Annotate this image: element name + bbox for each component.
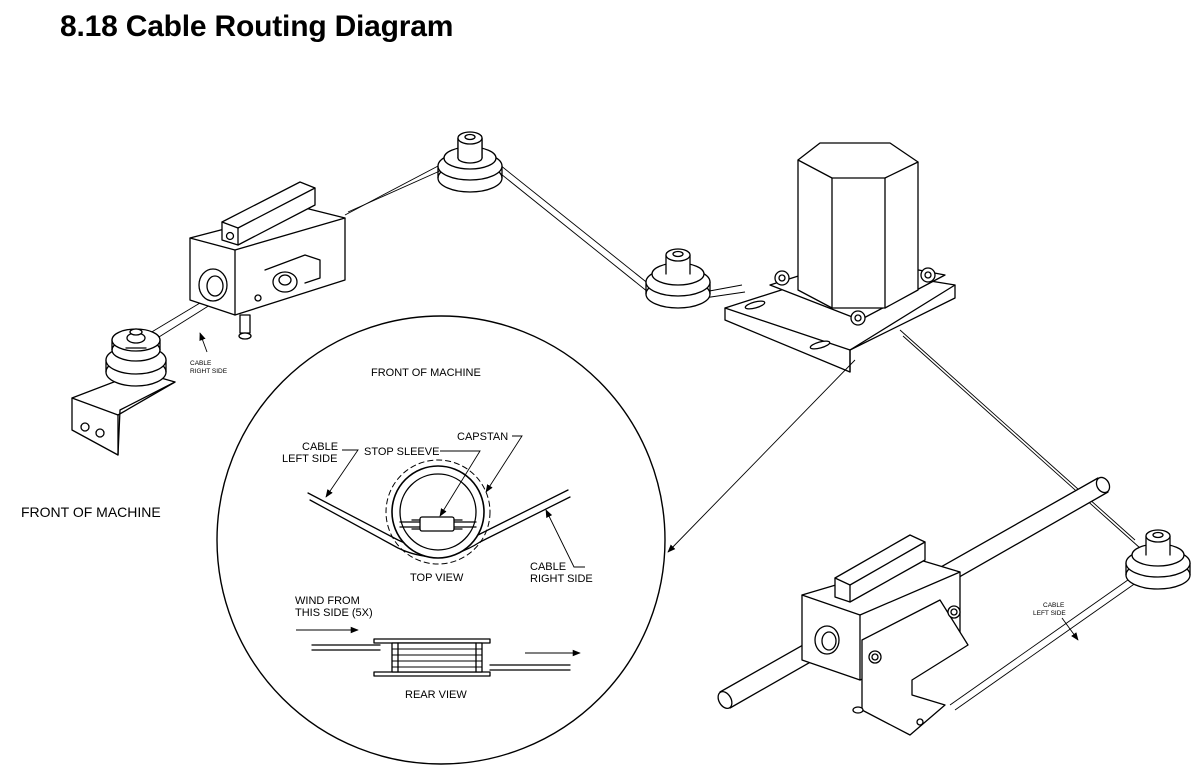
cable-label-line2: RIGHT SIDE [190, 368, 228, 375]
detail-wind-from-line1: WIND FROM [295, 595, 360, 607]
cable-label-line1: CABLE [190, 360, 212, 367]
right-pulley [1125, 529, 1191, 590]
cable-runs [129, 164, 1141, 711]
detail-front-of-machine: FRONT OF MACHINE [371, 367, 481, 379]
cable-label-line2: LEFT SIDE [1033, 610, 1066, 617]
detail-cable-right-line2: RIGHT SIDE [530, 573, 593, 585]
detail-cable-left-line1: CABLE [302, 441, 338, 453]
label-cable-right-side-left: CABLE RIGHT SIDE [190, 332, 228, 375]
motor-assembly [724, 142, 956, 373]
detail-leader-line [667, 359, 856, 553]
right-carriage-assembly [717, 476, 1111, 736]
front-of-machine-label: FRONT OF MACHINE [21, 504, 161, 520]
detail-capstan: CAPSTAN [457, 431, 508, 443]
detail-wind-from-line2: THIS SIDE (5X) [295, 607, 373, 619]
middle-pulley [645, 248, 711, 309]
left-carriage-assembly [189, 181, 346, 340]
left-pulley-bracket [71, 328, 176, 456]
top-pulley [437, 131, 503, 193]
page-title: 8.18 Cable Routing Diagram [60, 10, 454, 43]
label-cable-left-side-right: CABLE LEFT SIDE [1033, 602, 1079, 641]
detail-cable-right-line1: CABLE [530, 561, 566, 573]
detail-view: FRONT OF MACHINE CABLE LEFT SIDE STOP SL… [216, 315, 666, 765]
detail-cable-left-line2: LEFT SIDE [282, 453, 337, 465]
detail-rear-view: REAR VIEW [405, 689, 467, 701]
detail-stop-sleeve: STOP SLEEVE [364, 446, 439, 458]
detail-top-view: TOP VIEW [410, 572, 464, 584]
cable-label-line1: CABLE [1043, 602, 1065, 609]
